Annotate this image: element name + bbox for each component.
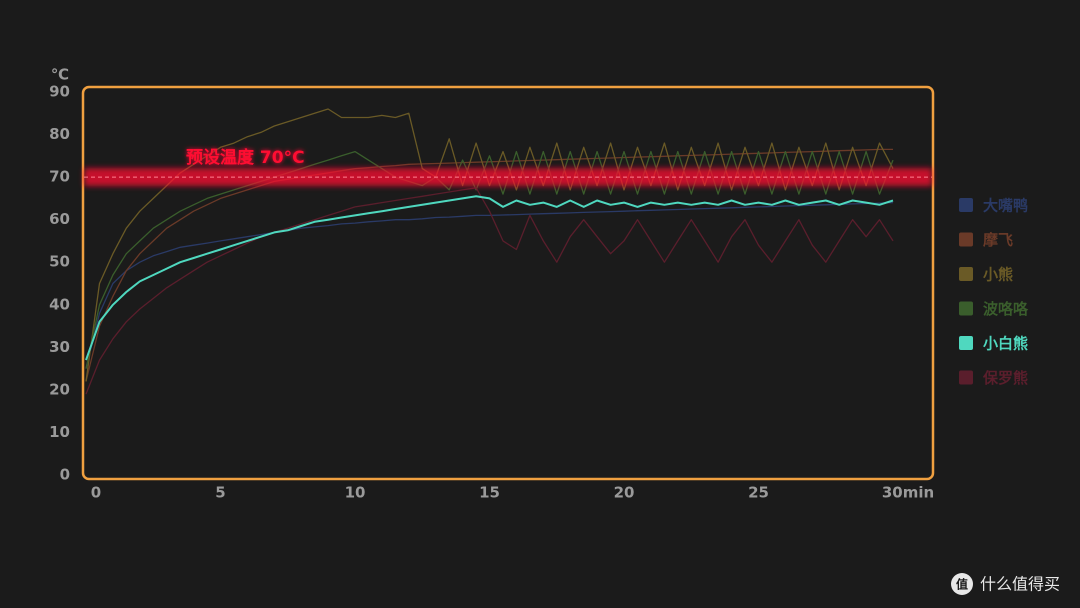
- series-line: [85, 187, 894, 395]
- legend-label: 保罗熊: [982, 369, 1028, 387]
- threshold-label: 预设温度 70°C: [186, 147, 305, 168]
- legend-label: 小熊: [983, 266, 1013, 284]
- y-tick-label: 80: [49, 125, 70, 143]
- watermark: 值 什么值得买: [951, 573, 1060, 595]
- series-line: [85, 195, 894, 361]
- y-tick-label: 70: [49, 168, 70, 186]
- x-tick-label: 15: [479, 484, 500, 502]
- plot-frame: [81, 85, 935, 481]
- legend-swatch: [959, 267, 973, 281]
- legend-swatch: [959, 370, 973, 385]
- legend-label: 小白熊: [983, 335, 1028, 353]
- legend-label: 大嘴鸭: [983, 197, 1028, 215]
- y-tick-label: 30: [49, 338, 70, 356]
- y-tick-label: 10: [49, 423, 70, 441]
- y-tick-label: 90: [49, 83, 70, 101]
- plot-area: 0 10 20 30 40 50 60 70 80 90 0 5 10 15 20 25 30min 预设温度 7…: [49, 83, 935, 502]
- legend-label: 波咯咯: [983, 300, 1029, 318]
- watermark-text: 什么值得买: [980, 575, 1060, 594]
- watermark-icon: 值: [956, 577, 968, 592]
- x-tick-label: 30min: [882, 484, 934, 502]
- series-line: [85, 201, 894, 369]
- y-tick-label: 60: [49, 210, 70, 228]
- legend-swatch: [959, 198, 973, 212]
- y-tick-label: 50: [49, 253, 70, 271]
- y-tick-label: 0: [60, 466, 70, 484]
- watermark-icon-bg: [951, 573, 973, 595]
- x-tick-label: 20: [614, 484, 635, 502]
- x-tick-label: 0: [91, 484, 101, 502]
- legend-swatch: [959, 301, 973, 316]
- series-line: [85, 150, 894, 369]
- x-tick-label: 5: [215, 484, 225, 502]
- legend-swatch: [959, 336, 973, 350]
- y-tick-label: 20: [49, 380, 70, 398]
- legend-swatch: [959, 232, 973, 247]
- legend-label: 摩飞: [983, 231, 1013, 249]
- y-tick-label: 40: [49, 295, 70, 313]
- x-tick-label: 25: [748, 484, 769, 502]
- y-unit: ℃: [51, 66, 69, 84]
- x-tick-label: 10: [345, 484, 366, 502]
